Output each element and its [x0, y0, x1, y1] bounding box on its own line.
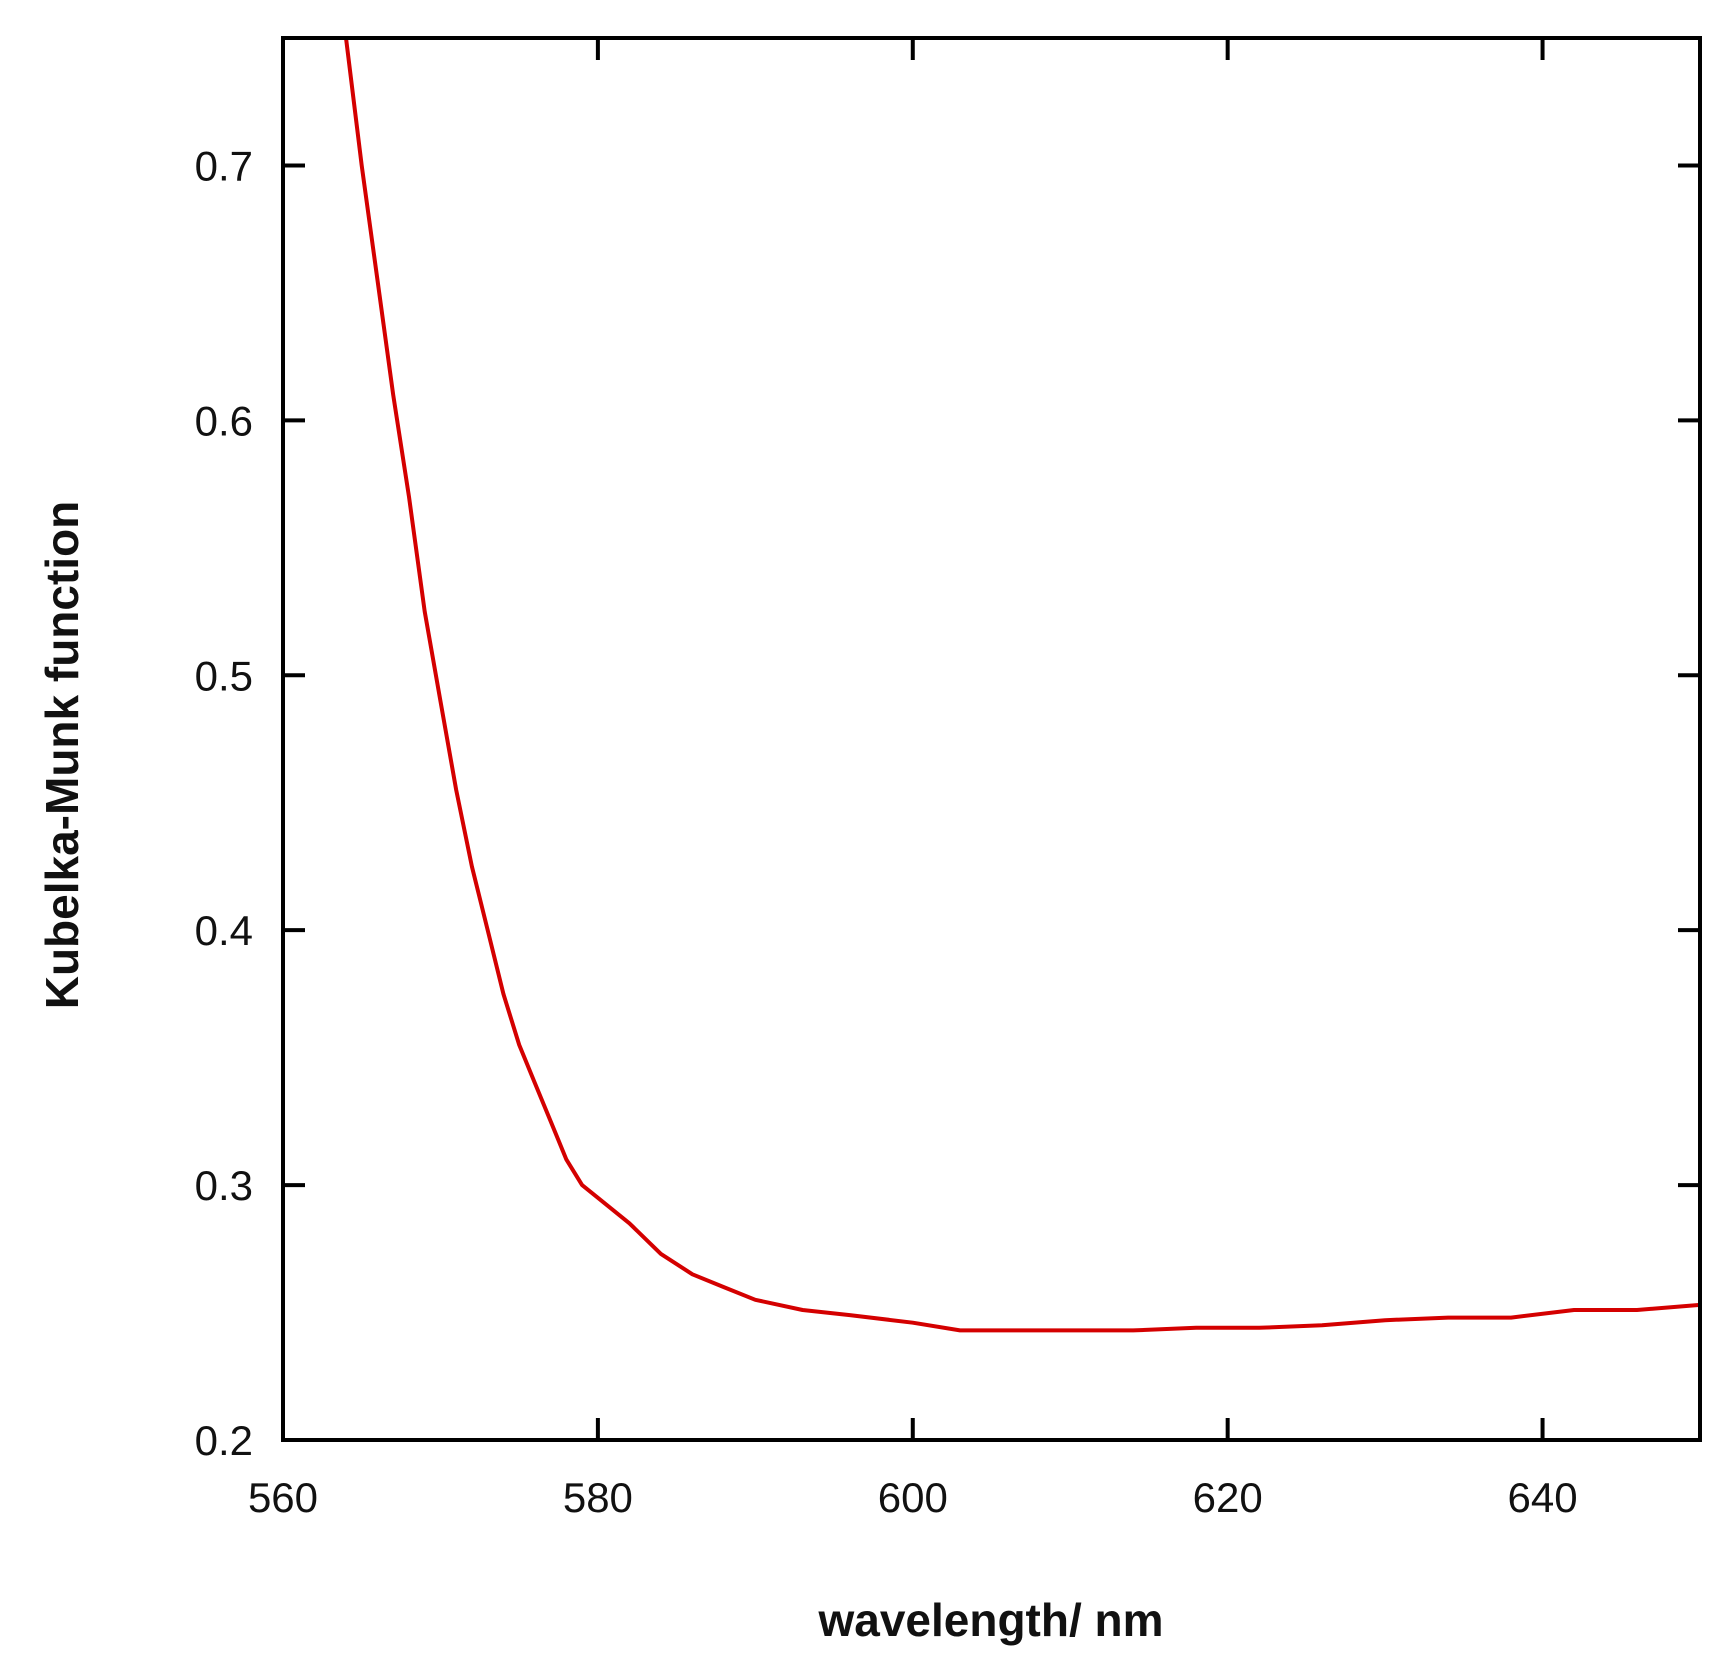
x-tick-label: 580	[563, 1474, 633, 1521]
y-tick-label: 0.3	[195, 1162, 253, 1209]
x-tick-label: 600	[878, 1474, 948, 1521]
x-axis-label: wavelength/ nm	[817, 1594, 1163, 1646]
y-tick-label: 0.6	[195, 397, 253, 444]
y-tick-label: 0.2	[195, 1417, 253, 1464]
plot-frame	[281, 36, 1702, 1442]
y-axis-label: Kubelka-Munk function	[36, 501, 88, 1010]
x-tick-label: 620	[1193, 1474, 1263, 1521]
x-tick-label: 560	[248, 1474, 318, 1521]
data-line	[344, 37, 1701, 1333]
y-tick-label: 0.7	[195, 142, 253, 189]
y-tick-label: 0.5	[195, 652, 253, 699]
x-tick-label: 640	[1508, 1474, 1578, 1521]
y-tick-label: 0.4	[195, 907, 253, 954]
